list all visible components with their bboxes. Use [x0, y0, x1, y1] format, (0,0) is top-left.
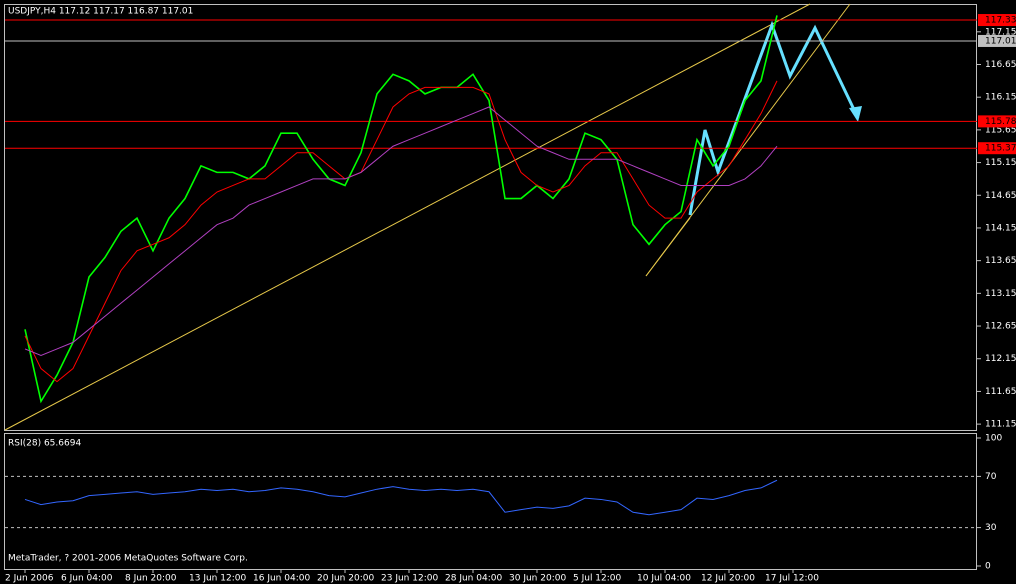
- y-tick-label: 112.15: [985, 354, 1016, 364]
- projection-arrow: [688, 20, 860, 216]
- x-tick-label: 2 Jun 2006: [5, 574, 54, 584]
- chart-title: USDJPY,H4 117.12 117.17 116.87 117.01: [8, 7, 193, 17]
- y-tick-label: 113.15: [985, 289, 1016, 299]
- trend-line: [4, 3, 811, 431]
- x-tick-label: 5 Jul 12:00: [573, 574, 622, 584]
- trend-line: [645, 217, 691, 277]
- copyright: MetaTrader, ? 2001-2006 MetaQuotes Softw…: [8, 554, 248, 564]
- level-label: 115.78: [985, 117, 1016, 127]
- level-label: 117.33: [985, 16, 1016, 26]
- level-tag: [978, 142, 1016, 155]
- series-line: [24, 80, 778, 383]
- series-line: [24, 479, 778, 516]
- x-tick-label: 13 Jun 12:00: [189, 574, 246, 584]
- y-tick-label: 114.15: [985, 223, 1016, 233]
- y-tick-label: 111.65: [985, 387, 1016, 397]
- y-tick-label: 114.65: [985, 191, 1016, 201]
- level-tag: [978, 115, 1016, 128]
- series-line: [24, 106, 778, 357]
- x-tick-label: 8 Jun 20:00: [125, 574, 177, 584]
- y-tick-label: 100: [985, 434, 1002, 444]
- y-tick-label: 116.15: [985, 93, 1016, 103]
- y-tick-label: 111.15: [985, 420, 1016, 430]
- x-tick-label: 16 Jun 04:00: [253, 574, 310, 584]
- y-tick-label: 30: [985, 523, 997, 533]
- x-tick-label: 28 Jun 04:00: [445, 574, 502, 584]
- x-tick-label: 10 Jul 04:00: [637, 574, 691, 584]
- arrow-head: [849, 106, 862, 122]
- level-label: 117.01: [985, 36, 1016, 46]
- y-tick-label: 113.65: [985, 256, 1016, 266]
- rsi-frame: [4, 433, 977, 570]
- rsi-title: RSI(28) 65.6694: [8, 439, 81, 449]
- x-tick-label: 6 Jun 04:00: [61, 574, 113, 584]
- y-tick-label: 70: [985, 472, 997, 482]
- y-tick-label: 115.65: [985, 125, 1016, 135]
- x-tick-label: 23 Jun 12:00: [381, 574, 438, 584]
- y-tick-label: 116.65: [985, 60, 1016, 70]
- x-tick-label: 30 Jun 20:00: [509, 574, 566, 584]
- y-tick-label: 0: [985, 562, 991, 572]
- y-tick-label: 117.15: [985, 27, 1016, 37]
- level-tag: [978, 34, 1016, 47]
- price-frame: [4, 4, 977, 431]
- y-tick-label: 112.65: [985, 322, 1016, 332]
- level-label: 115.37: [985, 144, 1016, 154]
- x-tick-label: 17 Jul 12:00: [765, 574, 819, 584]
- x-tick-label: 12 Jul 20:00: [701, 574, 755, 584]
- x-tick-label: 20 Jun 20:00: [317, 574, 374, 584]
- level-tag: [978, 14, 1016, 27]
- y-tick-label: 115.15: [985, 158, 1016, 168]
